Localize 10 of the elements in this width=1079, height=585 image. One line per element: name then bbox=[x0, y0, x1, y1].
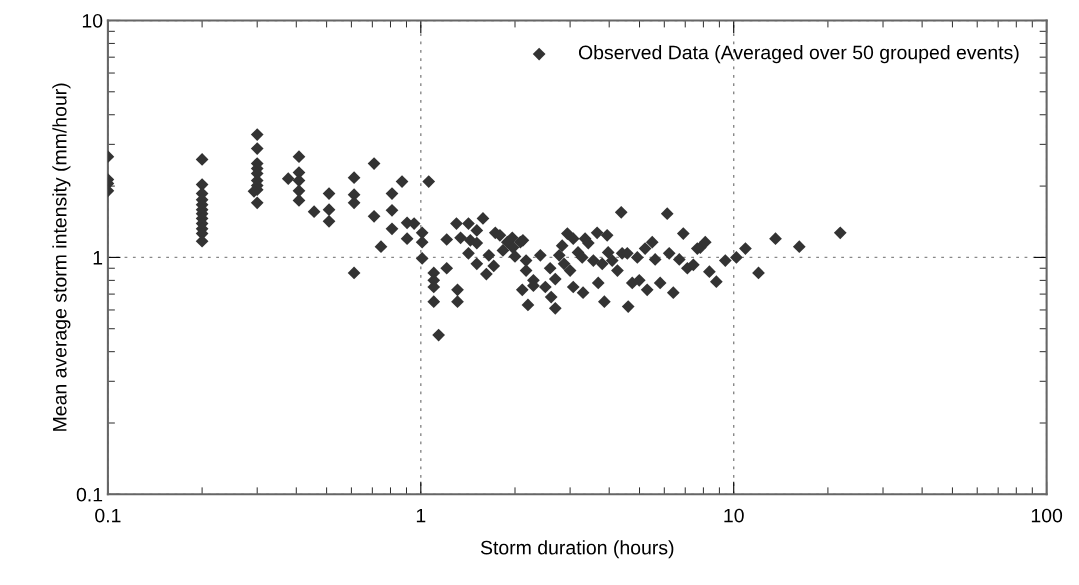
x-tick-label: 0.1 bbox=[95, 508, 121, 523]
y-tick-label: 1 bbox=[93, 251, 103, 265]
x-tick-label: 100 bbox=[1031, 508, 1063, 523]
x-tick-label: 1 bbox=[416, 508, 426, 523]
x-tick-label: 10 bbox=[724, 508, 744, 523]
legend-label: Observed Data (Averaged over 50 grouped events) bbox=[578, 45, 1019, 64]
x-axis-title: Storm duration (hours) bbox=[480, 540, 674, 559]
y-tick-label: 10 bbox=[82, 13, 103, 28]
y-axis-title: Mean average storm intensity (mm/hour) bbox=[52, 83, 71, 431]
y-tick-label: 0.1 bbox=[76, 487, 103, 502]
